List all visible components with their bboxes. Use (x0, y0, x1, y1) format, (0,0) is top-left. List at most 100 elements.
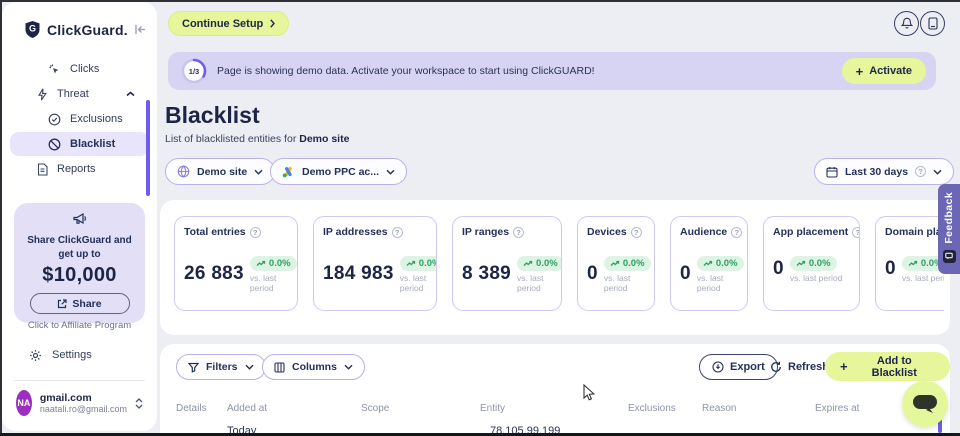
table-row[interactable]: Today 78.105.99.199 (176, 424, 940, 435)
info-icon[interactable]: ? (852, 226, 859, 238)
refresh-icon (770, 361, 782, 373)
chevron-up-icon (126, 91, 135, 97)
column-header-reason[interactable]: Reason (702, 403, 737, 414)
setup-step-count: 1/3 (188, 66, 200, 76)
main-vertical-scrollbar[interactable] (938, 419, 942, 433)
calendar-icon (826, 166, 838, 178)
affiliate-promo-card[interactable]: Share ClickGuard and get up to $10,000 S… (14, 203, 145, 331)
avatar: NA (16, 390, 32, 416)
info-icon[interactable]: ? (630, 226, 642, 238)
date-range-dropdown[interactable]: Last 30 days ? (814, 158, 955, 185)
demo-data-banner: 1/3 Page is showing demo data. Activate … (168, 52, 936, 90)
stat-caption: vs. last period (603, 273, 631, 293)
stat-value: 26 883 (184, 262, 244, 284)
user-account-switcher[interactable]: NA gmail.com naatali.ro@gmail.com (2, 390, 157, 416)
column-header-expires-at[interactable]: Expires at (815, 403, 860, 414)
svg-text:G: G (29, 24, 36, 34)
sidebar-item-threat[interactable]: Threat (10, 82, 149, 106)
column-header-scope[interactable]: Scope (361, 403, 390, 414)
sidebar-item-blacklist[interactable]: Blacklist (10, 132, 149, 156)
continue-setup-button[interactable]: Continue Setup (168, 11, 290, 36)
info-icon[interactable]: ? (731, 226, 743, 238)
blacklist-table-panel: Filters Columns Export Refresh (160, 344, 950, 435)
page-subtitle-prefix: List of blacklisted entities for (165, 133, 300, 145)
table-header-row: Details Added at Scope Entity Exclusions… (176, 403, 940, 414)
feedback-tab-label: Feedback (943, 192, 955, 244)
chevron-down-icon (254, 169, 263, 175)
columns-dropdown[interactable]: Columns (262, 354, 365, 380)
user-name: gmail.com (39, 392, 92, 404)
stat-label: IP addresses (323, 226, 388, 238)
refresh-button[interactable]: Refresh (770, 354, 829, 380)
filters-label: Filters (206, 361, 238, 373)
activate-button[interactable]: + Activate (841, 58, 926, 84)
stat-card-domain-placement: Domain placement? 0 0.0% vs. last period (875, 216, 944, 311)
refresh-label: Refresh (788, 361, 829, 373)
stat-card-total-entries: Total entries? 26 883 0.0% vs. last peri… (174, 216, 298, 311)
plus-icon: + (840, 359, 848, 374)
chevron-down-icon (344, 364, 353, 370)
window-frame-bottom (0, 433, 960, 436)
sidebar-item-reports[interactable]: Reports (10, 157, 149, 181)
site-selector-dropdown[interactable]: Demo site (165, 158, 276, 185)
lightning-icon (37, 88, 48, 101)
stat-change: 0.0% (268, 258, 291, 269)
column-header-entity[interactable]: Entity (480, 403, 506, 414)
google-ads-icon (282, 166, 295, 178)
info-icon[interactable]: ? (249, 226, 261, 238)
click-cursor-icon (48, 63, 61, 76)
stat-label: Domain placement (885, 226, 944, 238)
stat-caption: vs. last period (249, 273, 277, 293)
user-email: naatali.ro@gmail.com (39, 404, 127, 414)
stat-label: Devices (587, 226, 627, 238)
cell-entity: 78.105.99.199 (490, 425, 561, 435)
book-icon (927, 17, 938, 30)
stat-value: 8 389 (462, 262, 512, 284)
sidebar-item-settings[interactable]: Settings (2, 344, 157, 366)
export-button[interactable]: Export (699, 354, 778, 380)
window-frame-top (0, 0, 960, 2)
chevron-down-icon (245, 364, 254, 370)
sidebar-scrollbar[interactable] (146, 100, 150, 196)
megaphone-icon (72, 212, 88, 226)
stat-value: 0 (885, 257, 896, 279)
promo-footer: Click to Affiliate Program (27, 320, 132, 331)
funnel-icon (188, 362, 199, 373)
share-button[interactable]: Share (29, 293, 130, 314)
column-header-added-at[interactable]: Added at (227, 403, 268, 414)
chevron-down-icon (386, 169, 395, 175)
ppc-account-dropdown[interactable]: Demo PPC ac... (270, 158, 408, 185)
stat-change: 0.0% (622, 258, 645, 269)
column-header-exclusions[interactable]: Exclusions (628, 403, 676, 414)
trend-up-icon (406, 260, 415, 266)
filters-dropdown[interactable]: Filters (176, 354, 266, 380)
logo-text: ClickGuard. (47, 21, 128, 38)
docs-button[interactable] (920, 11, 945, 36)
stat-change: 0.0% (920, 258, 943, 269)
page-subtitle: List of blacklisted entities for Demo si… (165, 133, 349, 145)
stat-card-app-placement: App placement? 0 0.0% vs. last period (763, 216, 860, 311)
sidebar-item-label: Reports (57, 163, 96, 175)
trend-up-icon (703, 260, 713, 266)
collapse-sidebar-icon[interactable] (134, 24, 147, 35)
sidebar-item-label: Exclusions (70, 113, 123, 125)
info-icon[interactable]: ? (513, 226, 525, 238)
info-icon[interactable]: ? (391, 226, 403, 238)
add-to-blacklist-button[interactable]: + Add to Blacklist (825, 352, 950, 381)
chevron-right-icon (270, 19, 276, 28)
check-circle-icon (48, 113, 61, 126)
sidebar-item-exclusions[interactable]: Exclusions (10, 107, 149, 131)
trend-up-icon (256, 260, 266, 266)
cell-added-at: Today (227, 425, 257, 435)
notifications-button[interactable] (894, 11, 919, 36)
feedback-tab[interactable]: Feedback (938, 184, 960, 274)
chat-widget-button[interactable] (902, 381, 948, 427)
stats-panel: Total entries? 26 883 0.0% vs. last peri… (160, 200, 950, 335)
column-header-details[interactable]: Details (176, 403, 207, 414)
external-link-icon (57, 298, 68, 309)
columns-icon (274, 361, 285, 373)
date-range-value: Last 30 days (845, 165, 909, 178)
sidebar: G ClickGuard. Clicks Threat Excl (2, 2, 157, 431)
sidebar-item-clicks[interactable]: Clicks (10, 57, 149, 81)
stat-value: 0 (680, 262, 691, 284)
